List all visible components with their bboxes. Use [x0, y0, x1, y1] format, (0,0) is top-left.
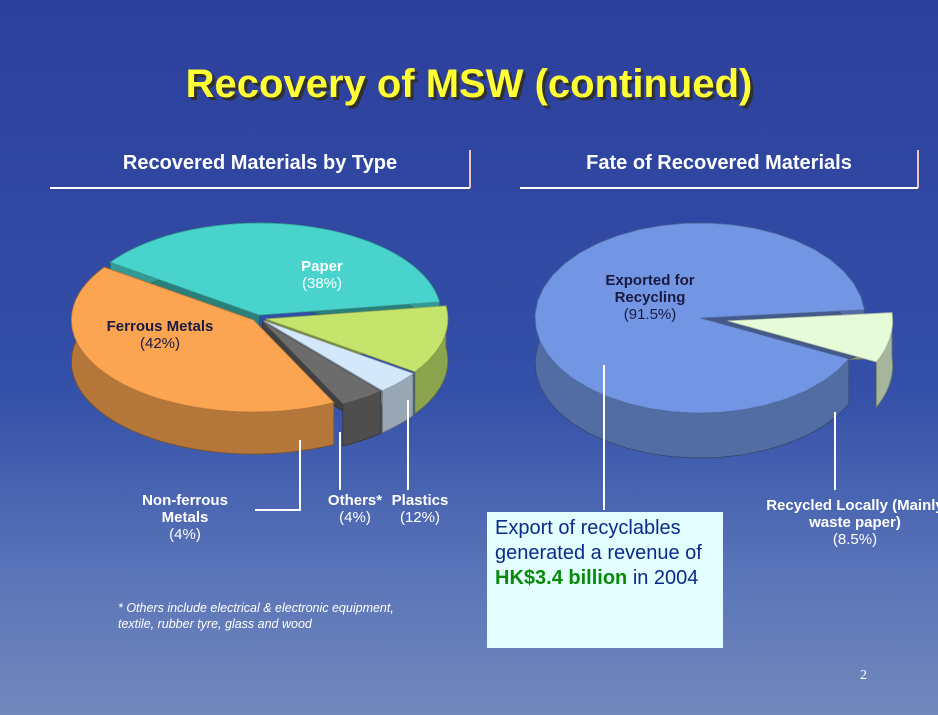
- slide: Recovery of MSW (continued) Recovered Ma…: [0, 0, 938, 715]
- slice-label: Others*(4%): [315, 492, 395, 526]
- slice-label: Paper(38%): [262, 258, 382, 292]
- chart-title: Recovered Materials by Type: [50, 152, 470, 175]
- callout-highlight: HK$3.4 billion: [495, 567, 627, 589]
- category-label: Exported for Recycling: [590, 272, 710, 306]
- slice-label: Recycled Locally (Mainly waste paper)(8.…: [765, 497, 938, 548]
- value-label: (38%): [302, 275, 342, 292]
- category-label: Recycled Locally (Mainly waste paper): [765, 497, 938, 531]
- category-label: Others*: [315, 492, 395, 509]
- callout-text: Export of recyclables generated a revenu…: [495, 517, 702, 564]
- page-number: 2: [860, 668, 867, 684]
- slice-label: Ferrous Metals(42%): [95, 318, 225, 352]
- value-label: (12%): [400, 509, 440, 526]
- category-label: Ferrous Metals: [95, 318, 225, 335]
- value-label: (8.5%): [833, 531, 877, 548]
- value-label: (91.5%): [624, 306, 677, 323]
- slice-label: Non-ferrous Metals(4%): [130, 492, 240, 543]
- callout-text: in 2004: [633, 567, 699, 589]
- callout: Export of recyclables generated a revenu…: [487, 512, 723, 648]
- value-label: (4%): [339, 509, 371, 526]
- category-label: Paper: [262, 258, 382, 275]
- slice-label: Exported for Recycling(91.5%): [590, 272, 710, 323]
- value-label: (4%): [169, 526, 201, 543]
- footnote: * Others include electrical & electronic…: [118, 600, 418, 632]
- value-label: (42%): [140, 335, 180, 352]
- slide-title: Recovery of MSW (continued): [0, 62, 938, 107]
- category-label: Non-ferrous Metals: [130, 492, 240, 526]
- chart-title: Fate of Recovered Materials: [520, 152, 918, 175]
